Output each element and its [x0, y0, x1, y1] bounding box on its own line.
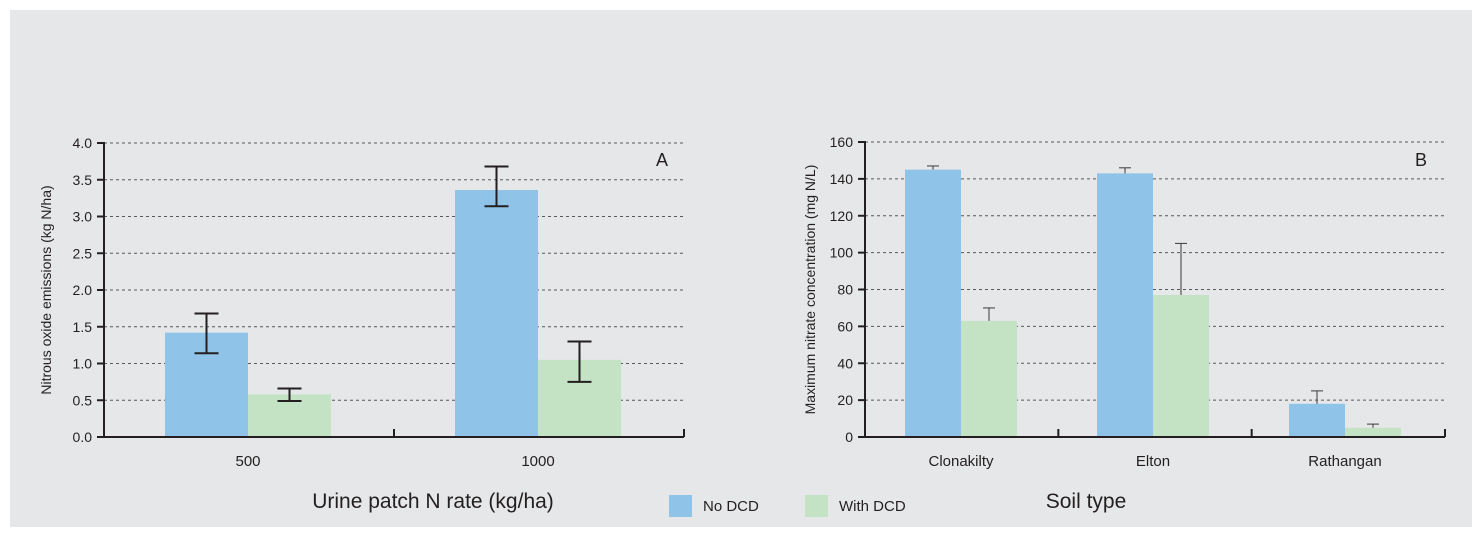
chart-b-ytick-label: 80 [837, 282, 853, 298]
legend: No DCD With DCD [669, 495, 906, 517]
chart-a-bar-no-dcd [455, 190, 538, 437]
chart-a-y-axis-title: Nitrous oxide emissions (kg N/ha) [38, 185, 54, 394]
legend-label-no-dcd: No DCD [703, 498, 759, 515]
chart-a-ytick-label: 2.5 [73, 245, 93, 261]
chart-a-ytick-label: 0.5 [73, 392, 93, 408]
figure-panel [10, 10, 1472, 527]
chart-b-category-label: Clonakilty [928, 453, 994, 470]
chart-b-ytick-label: 160 [830, 134, 854, 150]
chart-b-ytick-label: 120 [830, 208, 854, 224]
chart-b-bar-no-dcd [1097, 173, 1153, 437]
legend-swatch-no-dcd [669, 495, 692, 517]
chart-a-nitrous-oxide: 0.0 0.5 1.0 1.5 2.0 2.5 3.0 3.5 4.0 500 1000 Nitrou… [38, 135, 685, 513]
chart-b-bar-with-dcd [1345, 427, 1401, 437]
chart-a-ytick-label: 2.0 [73, 282, 93, 298]
chart-b-ytick-label: 60 [837, 318, 853, 334]
chart-b-bar-no-dcd [905, 169, 961, 437]
chart-b-nitrate: 0 20 40 60 80 100 120 140 160 Clonakilty Elton Rath… [802, 134, 1446, 513]
chart-a-ytick-label: 3.5 [73, 172, 93, 188]
legend-label-with-dcd: With DCD [839, 498, 906, 515]
chart-a-category-label: 1000 [521, 453, 554, 470]
chart-b-bar-no-dcd [1289, 403, 1345, 437]
chart-b-ytick-label: 20 [837, 392, 853, 408]
chart-a-ytick-label: 3.0 [73, 209, 93, 225]
chart-b-ytick-label: 40 [837, 355, 853, 371]
chart-a-ytick-label: 4.0 [73, 135, 93, 151]
chart-b-bar-with-dcd [1153, 295, 1209, 437]
chart-b-panel-label: B [1415, 150, 1427, 170]
legend-swatch-with-dcd [805, 495, 828, 517]
chart-b-ytick-label: 0 [845, 429, 853, 445]
chart-a-category-label: 500 [235, 453, 260, 470]
chart-a-x-axis-title: Urine patch N rate (kg/ha) [312, 490, 554, 513]
chart-b-x-axis-title: Soil type [1046, 490, 1127, 513]
chart-b-ytick-label: 140 [830, 171, 854, 187]
chart-a-panel-label: A [656, 150, 668, 170]
chart-b-bar-with-dcd [961, 320, 1017, 437]
chart-b-category-label: Rathangan [1308, 453, 1381, 470]
chart-a-ytick-label: 1.0 [73, 356, 93, 372]
chart-b-ytick-label: 100 [830, 245, 854, 261]
chart-b-y-axis-title: Maximum nitrate concentration (mg N/L) [802, 165, 818, 415]
chart-a-ytick-label: 1.5 [73, 319, 93, 335]
chart-a-ytick-label: 0.0 [73, 429, 93, 445]
chart-b-category-label: Elton [1136, 453, 1170, 470]
